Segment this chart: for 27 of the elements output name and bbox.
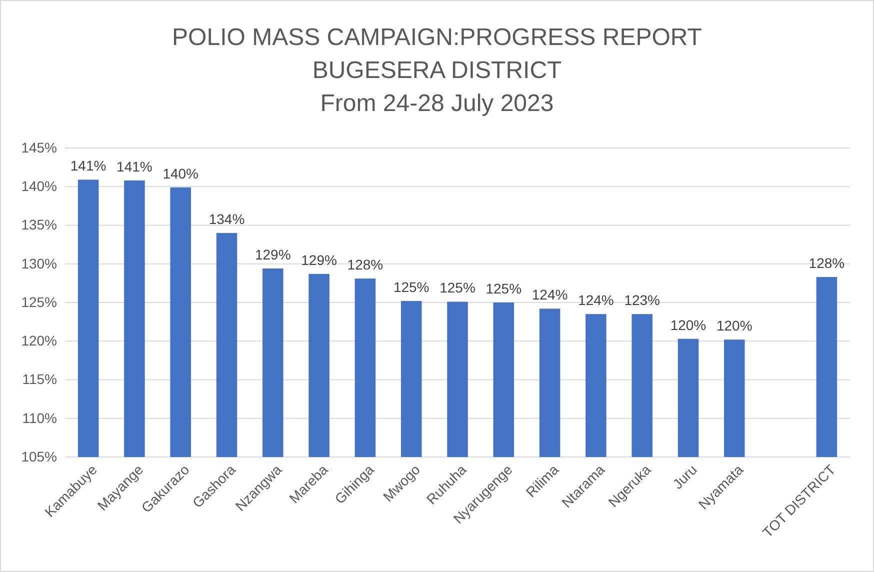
y-tick-label: 135% [21,216,57,233]
y-tick-label: 140% [21,178,57,194]
data-label: 124% [532,286,568,303]
data-label: 141% [70,158,106,174]
data-label: 128% [347,256,384,273]
data-label: 125% [486,280,522,296]
y-tick-label: 110% [22,410,57,426]
y-tick-label: 130% [21,255,57,272]
data-label: 129% [301,252,337,268]
data-label: 129% [254,246,291,263]
y-tick-label: 115% [22,371,57,388]
data-label: 125% [440,280,476,296]
data-label: 140% [162,165,199,182]
y-tick-label: 145% [21,139,57,156]
y-tick-label: 105% [21,448,57,464]
data-label: 120% [670,316,706,333]
data-label: 128% [808,255,845,272]
data-label: 123% [624,292,660,308]
data-label: 124% [578,292,614,308]
chart-title: POLIO MASS CAMPAIGN:PROGRESS REPORT BUGESERA DISTRICT From 24-28 July 2023 [172,24,702,117]
data-label: 125% [393,278,430,295]
y-tick-label: 120% [21,332,57,349]
y-tick-label: 125% [21,294,57,310]
data-label: 120% [716,318,752,334]
x-tick-label: Juru [669,461,700,492]
data-label: 141% [116,158,152,174]
data-label: 134% [208,210,245,227]
